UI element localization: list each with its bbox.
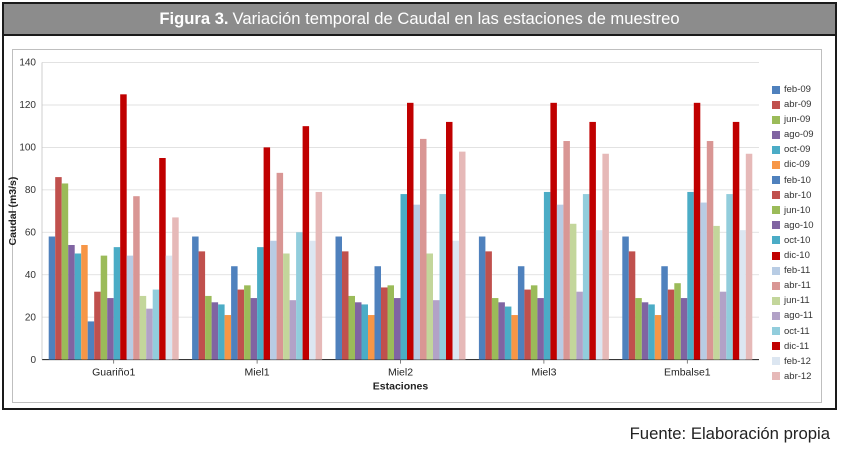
svg-text:40: 40 [25,270,37,281]
svg-text:20: 20 [25,312,37,323]
svg-text:Guariño1: Guariño1 [92,367,135,379]
svg-text:100: 100 [19,143,36,154]
svg-text:Estaciones: Estaciones [373,381,429,393]
svg-text:Embalse1: Embalse1 [664,367,711,379]
svg-text:Miel3: Miel3 [531,367,556,379]
svg-text:Miel1: Miel1 [245,367,270,379]
svg-text:80: 80 [25,185,37,196]
svg-text:Miel2: Miel2 [388,367,413,379]
svg-text:0: 0 [30,355,36,366]
svg-text:Caudal (m3/s): Caudal (m3/s) [7,177,19,246]
svg-text:60: 60 [25,227,37,238]
svg-text:140: 140 [19,58,36,69]
svg-text:120: 120 [19,100,36,111]
